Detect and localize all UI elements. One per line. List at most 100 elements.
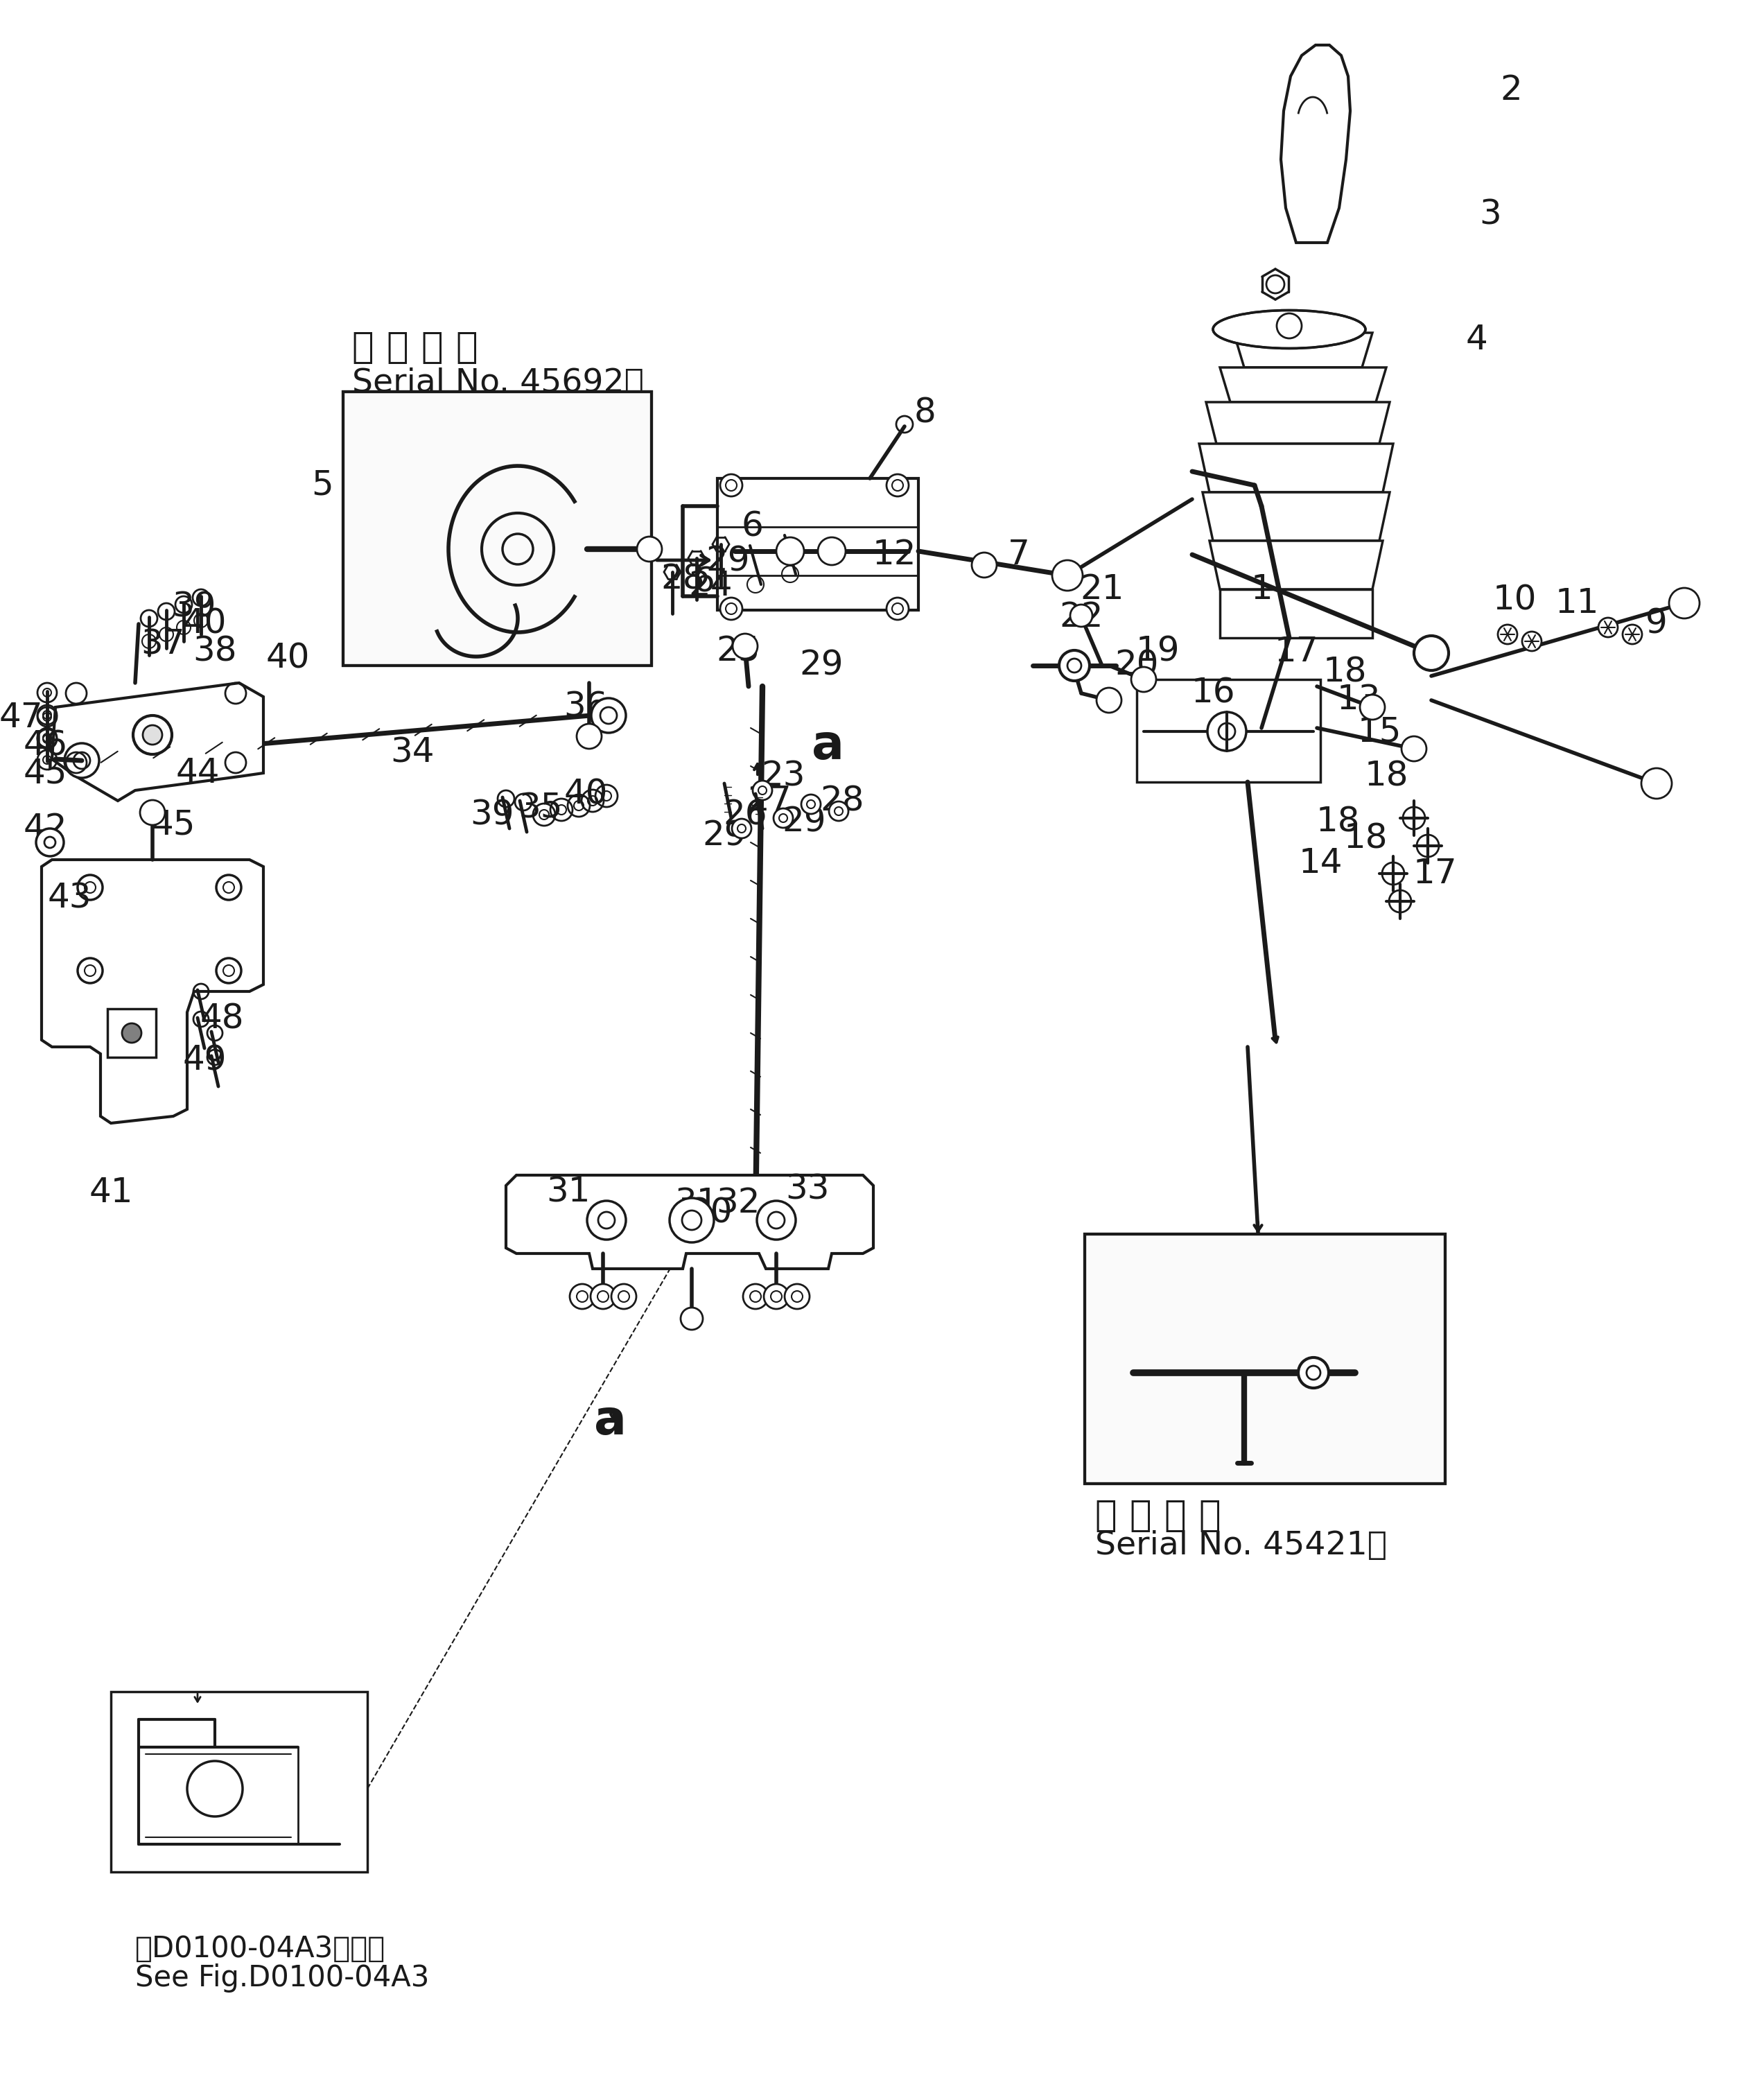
Text: 17: 17 — [1413, 858, 1457, 891]
Circle shape — [612, 1285, 637, 1310]
Text: 46: 46 — [23, 729, 67, 762]
Text: 45: 45 — [152, 808, 196, 841]
Circle shape — [122, 1024, 141, 1043]
Text: 16: 16 — [1191, 677, 1235, 710]
Text: 5: 5 — [310, 468, 333, 502]
Text: 39: 39 — [173, 589, 215, 623]
Text: 19: 19 — [1136, 635, 1180, 668]
Text: 49: 49 — [182, 1043, 226, 1076]
Text: 5: 5 — [363, 418, 393, 460]
Polygon shape — [42, 860, 263, 1122]
Text: 15: 15 — [1357, 714, 1401, 747]
Text: 12: 12 — [871, 537, 916, 570]
Text: 42: 42 — [23, 812, 67, 845]
Circle shape — [743, 1285, 767, 1310]
Circle shape — [35, 829, 64, 856]
Polygon shape — [1207, 402, 1390, 443]
Bar — [718, 479, 919, 610]
Bar — [111, 1693, 367, 1872]
Circle shape — [774, 808, 794, 829]
Text: 40: 40 — [266, 641, 310, 675]
Circle shape — [1641, 768, 1672, 799]
Text: 8: 8 — [914, 396, 937, 429]
Circle shape — [1071, 604, 1092, 627]
Bar — [1136, 679, 1321, 783]
Text: 23: 23 — [762, 760, 804, 793]
Text: 20: 20 — [1115, 650, 1159, 683]
Text: a: a — [811, 722, 845, 768]
Circle shape — [829, 802, 848, 820]
Circle shape — [143, 725, 162, 745]
Text: 29: 29 — [781, 806, 826, 839]
Text: 35: 35 — [519, 791, 563, 824]
Text: 31: 31 — [674, 1187, 718, 1220]
Polygon shape — [1203, 491, 1390, 541]
Text: 37: 37 — [141, 629, 185, 662]
Bar — [108, 1010, 155, 1058]
Text: 43: 43 — [48, 881, 92, 914]
Circle shape — [139, 799, 166, 824]
Text: 2: 2 — [1499, 73, 1522, 106]
Circle shape — [1360, 695, 1385, 720]
Text: 9: 9 — [1646, 608, 1667, 641]
Text: 22: 22 — [1058, 600, 1102, 633]
Circle shape — [1131, 666, 1155, 691]
Text: 26: 26 — [723, 797, 767, 831]
Circle shape — [1298, 1357, 1328, 1389]
Circle shape — [785, 1285, 810, 1310]
Circle shape — [1498, 625, 1517, 643]
Text: 17: 17 — [1274, 635, 1318, 668]
Text: 16: 16 — [1106, 1258, 1164, 1299]
Circle shape — [887, 475, 908, 496]
Text: 3: 3 — [1480, 198, 1501, 231]
Text: 6: 6 — [741, 510, 764, 543]
Bar — [342, 391, 651, 666]
Text: a: a — [594, 1397, 626, 1445]
Text: 18: 18 — [1344, 822, 1388, 856]
Text: 適 用 号 機: 適 用 号 機 — [353, 329, 478, 364]
Text: 44: 44 — [176, 756, 219, 789]
Polygon shape — [1233, 333, 1372, 366]
Circle shape — [801, 795, 820, 814]
Circle shape — [1522, 631, 1542, 652]
Text: 31: 31 — [547, 1176, 591, 1210]
Text: 28: 28 — [662, 562, 706, 595]
Text: 34: 34 — [390, 735, 434, 768]
Text: 41: 41 — [88, 1176, 132, 1210]
Text: Serial No. 45692〜: Serial No. 45692〜 — [353, 366, 644, 398]
Circle shape — [65, 743, 99, 779]
Text: 6: 6 — [693, 566, 714, 600]
Text: Serial No. 45421〜: Serial No. 45421〜 — [1095, 1530, 1387, 1561]
Text: 40: 40 — [564, 777, 607, 810]
Text: 40: 40 — [182, 608, 226, 641]
Circle shape — [1207, 712, 1245, 752]
Text: 32: 32 — [716, 1187, 760, 1220]
Circle shape — [681, 1307, 702, 1330]
Text: 36: 36 — [564, 691, 609, 725]
Text: 38: 38 — [192, 635, 236, 668]
Text: 4: 4 — [1466, 323, 1487, 356]
Text: 18: 18 — [1316, 806, 1360, 839]
Circle shape — [732, 818, 751, 839]
Text: 第D0100-04A3図参照: 第D0100-04A3図参照 — [136, 1934, 386, 1963]
Text: 11: 11 — [1554, 587, 1598, 620]
Text: 適 用 号 機: 適 用 号 機 — [1095, 1497, 1221, 1534]
Text: 18: 18 — [1323, 656, 1367, 689]
Text: 48: 48 — [199, 1004, 243, 1037]
Text: 29: 29 — [799, 650, 843, 683]
Circle shape — [1669, 587, 1699, 618]
Text: 14: 14 — [1298, 847, 1342, 881]
Bar — [342, 391, 651, 666]
Text: 10: 10 — [1492, 583, 1536, 616]
Text: 33: 33 — [785, 1172, 829, 1205]
Circle shape — [591, 1285, 616, 1310]
Polygon shape — [1200, 443, 1394, 491]
Polygon shape — [1210, 541, 1383, 589]
Polygon shape — [506, 1174, 873, 1268]
Circle shape — [753, 781, 773, 799]
Circle shape — [720, 598, 743, 620]
Ellipse shape — [1214, 310, 1365, 348]
Polygon shape — [1281, 46, 1349, 244]
Circle shape — [764, 1285, 789, 1310]
Text: 45: 45 — [23, 756, 67, 789]
